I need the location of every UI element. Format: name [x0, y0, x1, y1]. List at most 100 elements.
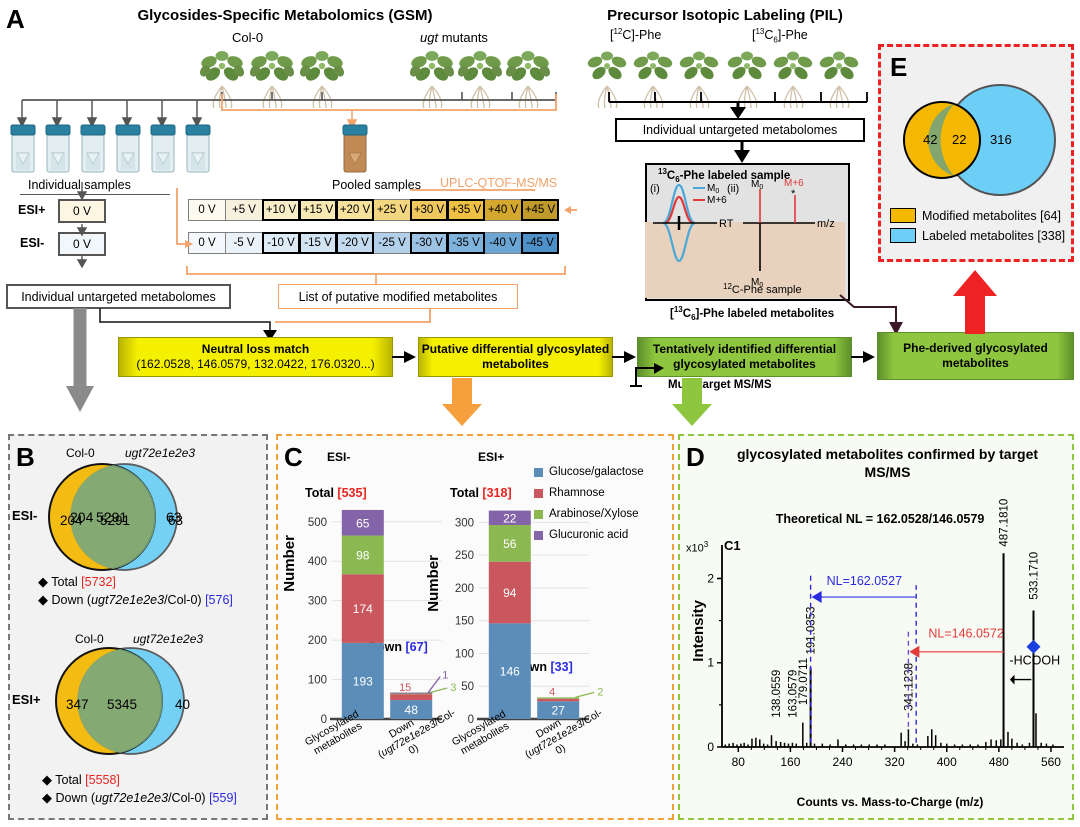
neutral-loss-connectors	[99, 308, 431, 341]
peak-label: 533.1710	[1028, 552, 1040, 600]
svg-text:80: 80	[732, 755, 746, 769]
bar-segment	[390, 700, 433, 719]
legend-item[interactable]: Rhamnose	[534, 487, 674, 499]
labeled-sample-plots: RT M0 M+6 m/z M0 M+6 * M0 12C-Phe sample	[653, 178, 835, 296]
voltage-chip-+10[interactable]: +10 V	[262, 199, 300, 221]
svg-text:400: 400	[308, 556, 327, 568]
legend-item[interactable]: Modified metabolites [64]	[890, 208, 1070, 223]
voltage-chip-+35[interactable]: +35 V	[447, 199, 485, 221]
legend-label: Arabinose/Xylose	[549, 508, 639, 520]
svg-text:0: 0	[468, 714, 474, 726]
neutral-loss-box: Neutral loss match (162.0528, 146.0579, …	[118, 337, 393, 377]
svg-text:15: 15	[399, 682, 411, 694]
bar-segment	[390, 694, 433, 701]
svg-text:50: 50	[461, 681, 474, 693]
venn-e-right-only: 316	[990, 132, 1012, 147]
bar-segment	[390, 692, 433, 694]
voltage-chip-+20[interactable]: +20 V	[336, 199, 374, 221]
label-phe12: [12C]-Phe	[610, 27, 662, 43]
neutral-loss-line2: (162.0528, 146.0579, 132.0422, 176.0320.…	[136, 357, 375, 371]
svg-text:174: 174	[353, 602, 373, 616]
label-pooled-samples: Pooled samples	[332, 178, 421, 192]
panel-d-compound: C1	[724, 538, 741, 553]
green-arrow-to-panel-d[interactable]	[660, 378, 720, 428]
venn1: 204 5291 63	[48, 463, 182, 571]
voltage-chip-+15[interactable]: +15 V	[299, 199, 337, 221]
voltage-chip--45[interactable]: -45 V	[521, 232, 559, 254]
venn2-overlap: 5345	[107, 697, 138, 712]
diamond-icon: ◆	[42, 772, 52, 787]
arrow-nl-to-putative	[392, 351, 416, 363]
plants-pil-12c	[587, 50, 721, 109]
panel-d-exp: x103	[686, 540, 709, 555]
svg-text:98: 98	[356, 548, 370, 562]
peak-label: 341.1238	[903, 663, 915, 711]
panel-c-legend: Glucose/galactose Rhamnose Arabinose/Xylos…	[534, 466, 674, 550]
chart1-plot: 0 100 200 300 400 500 193 174 98 65 48 15 3 1	[298, 500, 456, 735]
gray-arrow-to-panel-b[interactable]	[58, 308, 118, 428]
venn1-total-value: [5732]	[81, 575, 116, 589]
arrow-putative-to-tentative	[612, 351, 636, 363]
venn2-total-value: [5558]	[85, 773, 120, 787]
voltage-chip--40[interactable]: -40 V	[484, 232, 522, 254]
panel-e-legend: Modified metabolites [64] Labeled metabol…	[890, 208, 1070, 248]
venn1-mode-label: ESI-	[12, 508, 38, 523]
legend-item[interactable]: Glucose/galactose	[534, 466, 674, 478]
venn2	[55, 647, 185, 755]
svg-text:150: 150	[455, 616, 474, 628]
legend-label: Glucuronic acid	[549, 529, 629, 541]
venn2-label-col0: Col-0	[75, 632, 104, 646]
svg-text:160: 160	[780, 755, 800, 769]
voltage-chip-+45[interactable]: +45 V	[521, 199, 559, 221]
legend-item[interactable]: Labeled metabolites [338]	[890, 228, 1070, 243]
gsm-title: Glycosides-Specific Metabolomics (GSM)	[137, 7, 433, 24]
pil-to-phe-derived-arrow	[839, 294, 903, 335]
legend-item[interactable]: Glucuronic acid	[534, 529, 674, 541]
svg-text:M+6: M+6	[707, 195, 727, 206]
voltage-chip--15[interactable]: -15 V	[299, 232, 337, 254]
legend-label: Modified metabolites [64]	[922, 208, 1061, 223]
svg-text:100: 100	[455, 648, 474, 660]
vials-individual	[10, 124, 211, 173]
svg-text:-HCOOH: -HCOOH	[1009, 653, 1060, 667]
voltage-chip-0[interactable]: 0 V	[188, 199, 226, 221]
svg-text:27: 27	[552, 704, 566, 718]
voltage-chip--30[interactable]: -30 V	[410, 232, 448, 254]
red-arrow-to-panel-e[interactable]	[945, 270, 1005, 334]
legend-swatch-icon	[534, 530, 543, 540]
venn1-right-only: 63	[168, 513, 184, 528]
bar-segment	[488, 623, 531, 719]
chart2-xticklabels: Glycosylated metabolites Down (ugt72e1e2…	[445, 707, 604, 810]
putative-modified-list-box: List of putative modified metabolites	[278, 284, 518, 309]
venn2-total-label: Total	[55, 773, 82, 787]
svg-text:2: 2	[707, 571, 714, 585]
voltage-chip-+30[interactable]: +30 V	[410, 199, 448, 221]
voltage-chip--35[interactable]: -35 V	[447, 232, 485, 254]
bar-segment	[488, 561, 531, 624]
chart2-ylabel: Number	[425, 555, 442, 612]
svg-text:250: 250	[455, 550, 474, 562]
panel-d-letter: D	[686, 442, 705, 472]
label-individual-samples: Individual samples	[28, 178, 131, 192]
label-col0: Col-0	[232, 30, 264, 45]
chart1-xticklabels: Glycosylated metabolites Down (ugt72e1e2…	[298, 707, 457, 810]
svg-text:480: 480	[989, 755, 1009, 769]
voltage-chip--20[interactable]: -20 V	[336, 232, 374, 254]
svg-text:193: 193	[353, 674, 373, 688]
svg-text:200: 200	[455, 583, 474, 595]
peak-label: 138.0559	[771, 670, 783, 718]
svg-text:300: 300	[455, 517, 474, 529]
svg-text:320: 320	[885, 755, 905, 769]
diamond-icon: ◆	[42, 790, 52, 805]
legend-item[interactable]: Arabinose/Xylose	[534, 508, 674, 520]
voltage-chip-+25[interactable]: +25 V	[373, 199, 411, 221]
venn-e	[903, 84, 1056, 196]
venn-e-overlap: 22	[952, 132, 967, 147]
orange-arrow-to-panel-c[interactable]	[430, 378, 490, 428]
svg-text:0: 0	[321, 714, 327, 726]
pil-title: Precursor Isotopic Labeling (PIL)	[607, 7, 843, 24]
svg-text:M+6: M+6	[784, 178, 804, 189]
venn1-label-ugt: ugt72e1e2e3	[125, 446, 196, 460]
voltage-chip--10[interactable]: -10 V	[262, 232, 300, 254]
bar-segment	[537, 701, 580, 719]
